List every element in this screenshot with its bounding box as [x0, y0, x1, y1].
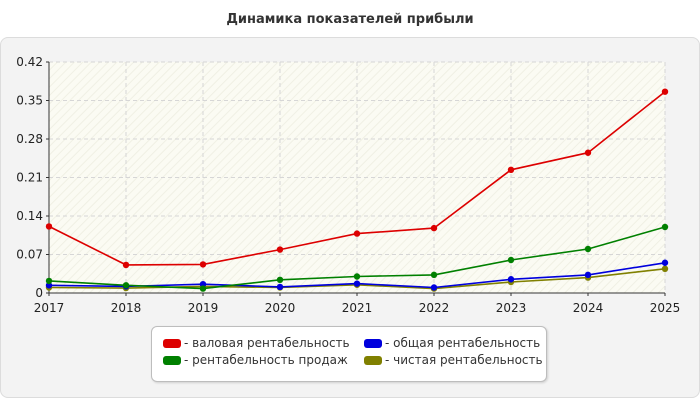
legend-item-net-profitability: - чистая рентабельность [364, 353, 543, 367]
legend-item-sales-profitability: - рентабельность продаж [163, 353, 348, 367]
data-point-0-1 [122, 261, 130, 269]
data-point-2-4 [353, 273, 361, 280]
legend-swatch-gross-margin [163, 338, 181, 348]
legend-label-gross-margin: - валовая рентабельность [184, 336, 350, 350]
legend-swatch-net-profitability [364, 355, 382, 365]
data-point-1-7 [584, 271, 592, 279]
grid [49, 61, 666, 293]
y-tick-label: 0.28 [16, 132, 43, 146]
data-point-1-0 [45, 282, 53, 289]
data-point-1-8 [661, 259, 669, 266]
data-point-1-5 [430, 284, 438, 291]
data-point-1-3 [276, 283, 284, 291]
y-tick-label: 0.14 [16, 209, 43, 223]
y-tick-label: 0.21 [16, 171, 43, 185]
data-point-2-3 [276, 276, 284, 283]
tick-labels: 0 0.07 0.14 0.21 0.28 0.35 0.42 2017 2018 2019 202… [16, 55, 680, 315]
data-point-0-4 [353, 230, 361, 237]
data-point-0-2 [199, 261, 207, 268]
legend-label-net-profitability: - чистая рентабельность [385, 353, 543, 367]
data-point-0-3 [276, 246, 284, 253]
legend-label-total-profitability: - общая рентабельность [385, 336, 541, 350]
legend-swatch-total-profitability [364, 338, 382, 348]
data-point-3-8 [661, 265, 669, 272]
x-tick-label: 2021 [342, 301, 373, 315]
data-point-2-7 [584, 245, 592, 253]
y-tick-label: 0.07 [16, 248, 43, 262]
data-point-1-2 [199, 281, 207, 288]
data-point-2-8 [661, 223, 669, 231]
data-point-2-5 [430, 271, 438, 279]
data-point-1-6 [507, 276, 515, 283]
data-point-0-8 [661, 88, 669, 95]
series-group [45, 88, 669, 292]
data-point-1-4 [353, 280, 361, 287]
x-tick-label: 2019 [188, 301, 219, 315]
y-tick-label: 0 [35, 286, 43, 300]
data-point-2-2 [199, 285, 207, 292]
data-point-2-6 [507, 256, 515, 264]
data-point-0-7 [584, 149, 592, 156]
legend-item-gross-margin: - валовая рентабельность [163, 336, 350, 350]
data-point-2-1 [122, 282, 130, 289]
legend-label-sales-profitability: - рентабельность продаж [184, 353, 348, 367]
y-tick-label: 0.42 [16, 55, 43, 69]
x-tick-label: 2018 [111, 301, 142, 315]
legend: - валовая рентабельность - общая рентабе… [151, 326, 547, 382]
y-tick-label: 0.35 [16, 94, 43, 108]
legend-item-total-profitability: - общая рентабельность [364, 336, 540, 350]
x-tick-label: 2017 [34, 301, 65, 315]
x-tick-label: 2022 [419, 301, 450, 315]
x-tick-label: 2024 [573, 301, 604, 315]
legend-swatch-sales-profitability [163, 355, 181, 365]
data-point-2-0 [45, 277, 53, 285]
chart-title: Динамика показателей прибыли [226, 12, 474, 27]
x-tick-label: 2020 [265, 301, 296, 315]
data-point-0-0 [45, 223, 53, 230]
x-tick-label: 2023 [496, 301, 527, 315]
data-point-0-6 [507, 166, 515, 173]
data-point-0-5 [430, 224, 438, 232]
x-tick-label: 2025 [650, 301, 681, 315]
